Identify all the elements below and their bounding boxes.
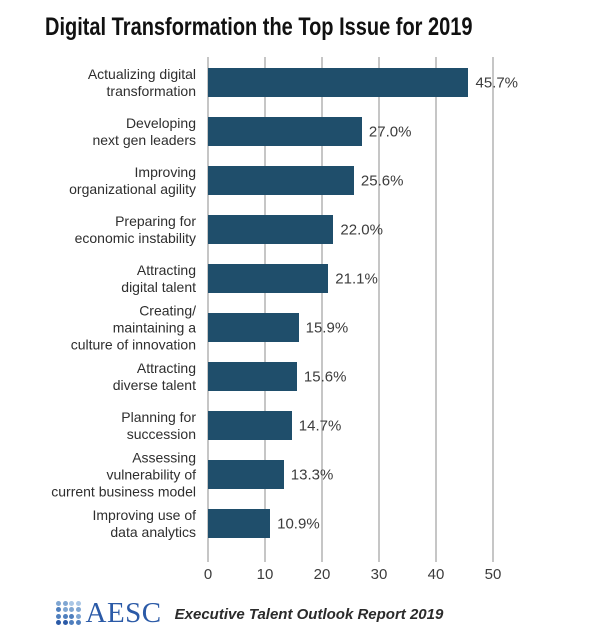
bar	[208, 117, 362, 146]
aesc-logo-dot	[75, 607, 81, 612]
aesc-logo-icon	[56, 600, 81, 625]
aesc-logo-dot	[56, 620, 61, 625]
aesc-logo-dot	[69, 600, 74, 606]
aesc-logo-dot	[75, 620, 81, 625]
bar-value-label: 25.6%	[360, 172, 404, 189]
x-tick-label: 30	[370, 566, 388, 583]
category-label: Preparing for economic instability	[74, 212, 196, 246]
bar-value-label: 22.0%	[340, 221, 383, 238]
aesc-logo-dot	[56, 607, 61, 612]
aesc-logo-dot	[56, 600, 61, 606]
bar	[208, 68, 469, 97]
bar-value-label: 10.9%	[277, 515, 320, 532]
bar	[208, 313, 299, 342]
bar-value-label: 15.6%	[303, 368, 347, 385]
gridline	[435, 57, 437, 562]
bar	[208, 460, 284, 489]
category-label: Improving organizational agility	[69, 163, 196, 197]
bar-value-label: 27.0%	[368, 123, 412, 140]
category-label: Assessing vulnerability of current busin…	[51, 449, 196, 499]
aesc-logo-text: AESC	[85, 597, 162, 629]
aesc-logo-dot	[75, 613, 81, 619]
aesc-logo-dot	[69, 613, 74, 619]
gridline	[321, 57, 323, 562]
aesc-logo-dot	[69, 620, 74, 625]
category-label: Actualizing digital transformation	[87, 65, 196, 99]
aesc-logo-dot	[62, 613, 68, 619]
bar	[208, 264, 329, 293]
x-tick-label: 50	[484, 566, 502, 583]
category-label: Improving use of data analytics	[92, 506, 197, 540]
bar	[208, 166, 354, 195]
bar-value-label: 15.9%	[305, 319, 349, 336]
category-label: Creating/ maintaining a culture of innov…	[70, 302, 196, 352]
x-tick-label: 0	[203, 566, 213, 583]
x-tick-label: 10	[256, 566, 274, 583]
category-label: Attracting diverse talent	[112, 359, 196, 393]
footer: AESC Executive Talent Outlook Report 201…	[56, 599, 443, 628]
chart-title: Digital Transformation the Top Issue for…	[45, 13, 473, 41]
gridline	[378, 57, 380, 562]
category-label: Developing next gen leaders	[92, 114, 196, 148]
aesc-logo-dot	[62, 620, 68, 625]
aesc-logo-dot	[56, 613, 61, 619]
bar-value-label: 13.3%	[290, 466, 334, 483]
x-tick-label: 40	[427, 566, 445, 583]
gridline	[492, 57, 494, 562]
gridline	[264, 57, 266, 562]
aesc-logo-dot	[75, 600, 81, 606]
bar-value-label: 45.7%	[475, 74, 519, 91]
x-tick-label: 20	[313, 566, 331, 583]
source-caption: Executive Talent Outlook Report 2019	[174, 606, 444, 623]
bar	[208, 509, 271, 538]
bar	[208, 411, 292, 440]
aesc-logo-dot	[62, 600, 68, 606]
bar	[208, 215, 334, 244]
aesc-logo-dot	[62, 607, 68, 612]
gridline	[207, 57, 209, 562]
aesc-logo-dot	[69, 607, 74, 612]
bar-value-label: 21.1%	[335, 270, 378, 287]
bar	[208, 362, 297, 391]
bar-value-label: 14.7%	[298, 417, 342, 434]
category-label: Planning for succession	[121, 408, 196, 442]
category-label: Attracting digital talent	[121, 261, 196, 295]
